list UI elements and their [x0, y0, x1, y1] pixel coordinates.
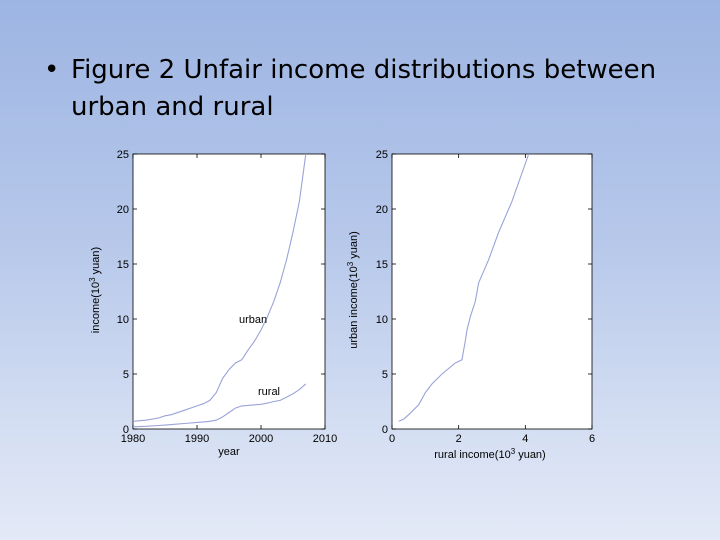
bullet-point: • [44, 55, 60, 85]
y-tick-label: 10 [376, 314, 388, 326]
annotation-urban: urban [239, 314, 267, 326]
x-axis-label: year [218, 446, 240, 458]
y-axis-label: income(103 yuan) [88, 247, 102, 333]
y-tick-label: 10 [117, 314, 129, 326]
x-axis-label: rural income(103 yuan) [434, 447, 545, 461]
x-tick-label: 2010 [313, 433, 337, 445]
x-tick-label: 6 [589, 433, 595, 445]
x-tick-label: 4 [522, 433, 528, 445]
x-tick-label: 1990 [185, 433, 209, 445]
title-text: Figure 2 Unfair income distributions bet… [71, 55, 657, 122]
y-axis-label: urban income(103 yuan) [346, 231, 360, 349]
y-tick-label: 25 [376, 149, 388, 161]
y-tick-label: 0 [123, 424, 129, 436]
y-tick-label: 15 [376, 259, 388, 271]
y-tick-label: 20 [117, 204, 129, 216]
x-tick-label: 1980 [121, 433, 145, 445]
y-tick-label: 15 [117, 259, 129, 271]
annotation-rural: rural [258, 386, 280, 398]
y-tick-label: 0 [382, 424, 388, 436]
plot-area [132, 153, 326, 430]
y-tick-label: 5 [382, 369, 388, 381]
chart-urban-vs-rural: 0 2 4 6 0 5 10 15 20 25 rural income(103 yuan) ur… [346, 149, 595, 461]
series-line-urban [132, 153, 307, 422]
y-tick-label: 25 [117, 149, 129, 161]
series-line-rural [132, 383, 307, 428]
chart-income-by-year: 1980 1990 2000 2010 0 5 10 15 20 25 urban rural y… [88, 149, 337, 458]
x-tick-label: 2000 [249, 433, 273, 445]
x-tick-label: 0 [389, 433, 395, 445]
x-tick-label: 2 [456, 433, 462, 445]
plot-area [391, 153, 593, 430]
slide-title: • Figure 2 Unfair income distributions b… [44, 52, 684, 126]
y-tick-label: 20 [376, 204, 388, 216]
y-tick-label: 5 [123, 369, 129, 381]
series-line-series-0 [398, 153, 530, 422]
